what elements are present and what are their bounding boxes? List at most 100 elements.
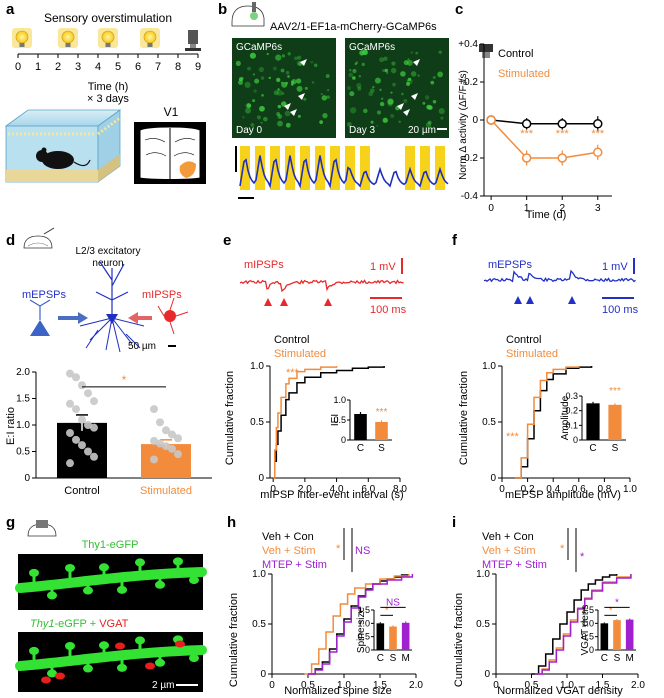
mouse-cage bbox=[4, 109, 122, 183]
panel-d: L2/3 excitatory neuron mEPSPs mIPSPs 50 … bbox=[5, 227, 212, 497]
event-marker-icon bbox=[514, 296, 522, 304]
b-cell bbox=[349, 68, 352, 72]
f-xtick-label: 0 bbox=[499, 484, 505, 495]
event-marker-icon bbox=[324, 298, 332, 306]
e-trace-label: mIPSPs bbox=[244, 259, 284, 271]
d-point bbox=[66, 459, 74, 468]
d-cat-label: Stimulated bbox=[140, 485, 192, 497]
arrowhead-icon bbox=[413, 59, 420, 66]
b-flash-block bbox=[420, 146, 430, 190]
panel-c: Control Stimulated +0.4 +0.2 0 -0.2 -0.4 0 1 2 3… bbox=[458, 39, 612, 221]
d-point bbox=[150, 455, 158, 464]
d-point bbox=[162, 426, 170, 435]
h-legend-2: MTEP + Stim bbox=[262, 559, 327, 571]
b-cell bbox=[275, 54, 282, 61]
d-ylabel: E:I ratio bbox=[5, 407, 17, 445]
d-point bbox=[90, 423, 98, 432]
b-cell bbox=[244, 81, 251, 88]
d-ytick-label: 0.5 bbox=[16, 447, 30, 458]
h-ylabel: Cumulative fraction bbox=[228, 593, 240, 687]
b-cell bbox=[374, 77, 381, 84]
b-cell bbox=[383, 56, 388, 61]
e-ytick-label: 1.0 bbox=[250, 361, 264, 372]
c-xtick-label: 2 bbox=[559, 203, 565, 214]
e-series-line bbox=[273, 366, 385, 479]
b-cell bbox=[311, 81, 315, 84]
mouse-icon bbox=[36, 147, 91, 169]
e-inset-ylabel: IEI bbox=[330, 414, 341, 426]
b-cell bbox=[252, 73, 255, 76]
a-tick-label: 6 bbox=[135, 61, 141, 73]
h-chart: 0 0.5 1.0 0 0.5 1.0 1.5 2.0 0 0.5 1.0 1.5 C S M *NS Spin… bbox=[252, 569, 423, 691]
d-point bbox=[156, 418, 164, 427]
i-xtick-label: 2.0 bbox=[631, 680, 645, 691]
b-cell bbox=[304, 86, 308, 90]
vgat-puncta bbox=[115, 642, 125, 650]
b-cell bbox=[273, 90, 279, 96]
i-inset-ylabel: VGAT dens bbox=[580, 605, 591, 656]
d-neuron-drawing bbox=[29, 261, 189, 353]
b-cell bbox=[303, 97, 307, 101]
g-bottom-label: Thy1-eGFP + VGAT bbox=[30, 618, 129, 630]
f-inset-ylabel: Amplitude bbox=[560, 395, 571, 440]
f-scale-t: 100 ms bbox=[602, 304, 639, 316]
b-speckles bbox=[235, 49, 445, 128]
g-bottom-label-b: -eGFP + bbox=[54, 618, 99, 630]
d-point bbox=[66, 399, 74, 408]
f-xtick-label: 0.2 bbox=[521, 484, 535, 495]
a-tick-label: 1 bbox=[35, 61, 41, 73]
h-xtick-label: 1.0 bbox=[337, 680, 351, 691]
e-inset-ytick-label: 1.0 bbox=[333, 395, 346, 405]
panel-label-a: a bbox=[6, 1, 15, 18]
d-point bbox=[72, 435, 80, 444]
a-tick-label: 7 bbox=[155, 61, 161, 73]
b-day0-label: Day 0 bbox=[236, 125, 263, 136]
b-cell bbox=[259, 105, 265, 112]
b-cell bbox=[247, 66, 252, 71]
c-point bbox=[521, 119, 532, 129]
i-ytick-label: 1.0 bbox=[476, 569, 490, 580]
e-xtick-label: 6.0 bbox=[361, 484, 375, 495]
b-cell bbox=[386, 72, 389, 75]
c-point bbox=[593, 119, 603, 129]
b-cell bbox=[380, 97, 384, 100]
f-legend-control: Control bbox=[506, 334, 541, 346]
b-cell bbox=[254, 78, 260, 84]
g-bottom-label-a: Thy1 bbox=[30, 618, 54, 630]
lightbulb-icon bbox=[140, 28, 160, 48]
c-xlabel: Time (d) bbox=[526, 209, 567, 221]
b-cell bbox=[297, 55, 302, 60]
panel-b: AAV2/1-EF1a-mCherry-GCaMP6s GCaMP6s GCaM… bbox=[231, 2, 449, 199]
b-cell bbox=[415, 51, 418, 55]
i-inset-bar bbox=[600, 623, 609, 650]
d-point bbox=[72, 373, 80, 382]
b-cell bbox=[252, 99, 256, 103]
i-inset-sig-star-1: * bbox=[609, 605, 613, 616]
panel-label-f: f bbox=[452, 232, 458, 249]
b-virus-label: AAV2/1-EF1a-mCherry-GCaMP6s bbox=[270, 21, 437, 33]
d-ytick-label: 0 bbox=[24, 473, 30, 484]
b-cell bbox=[410, 51, 413, 54]
c-sig: *** bbox=[556, 128, 570, 140]
a-tick-label: 8 bbox=[175, 61, 181, 73]
b-cell bbox=[294, 56, 298, 61]
b-cell bbox=[361, 62, 365, 66]
b-cell bbox=[260, 76, 265, 80]
e-xtick-label: 8.0 bbox=[393, 484, 407, 495]
i-inset-ytick-label: 0 bbox=[589, 645, 594, 655]
f-inset-bar bbox=[608, 404, 622, 440]
d-point bbox=[84, 447, 92, 456]
h-ytick-label: 1.0 bbox=[252, 569, 266, 580]
i-inset-sig-star-2: * bbox=[615, 597, 619, 608]
g-scale-label: 2 µm bbox=[152, 680, 174, 691]
b-cell bbox=[322, 113, 328, 119]
b-cell bbox=[246, 103, 252, 108]
b-cell bbox=[390, 113, 395, 118]
b-cell bbox=[277, 114, 283, 119]
lightbulb-icon bbox=[12, 28, 32, 48]
e-legend-control: Control bbox=[274, 334, 309, 346]
c-sig: *** bbox=[591, 128, 605, 140]
a-region-label: V1 bbox=[164, 105, 179, 119]
a-xlabel: Time (h) bbox=[88, 81, 129, 93]
panel-label-g: g bbox=[6, 514, 15, 531]
